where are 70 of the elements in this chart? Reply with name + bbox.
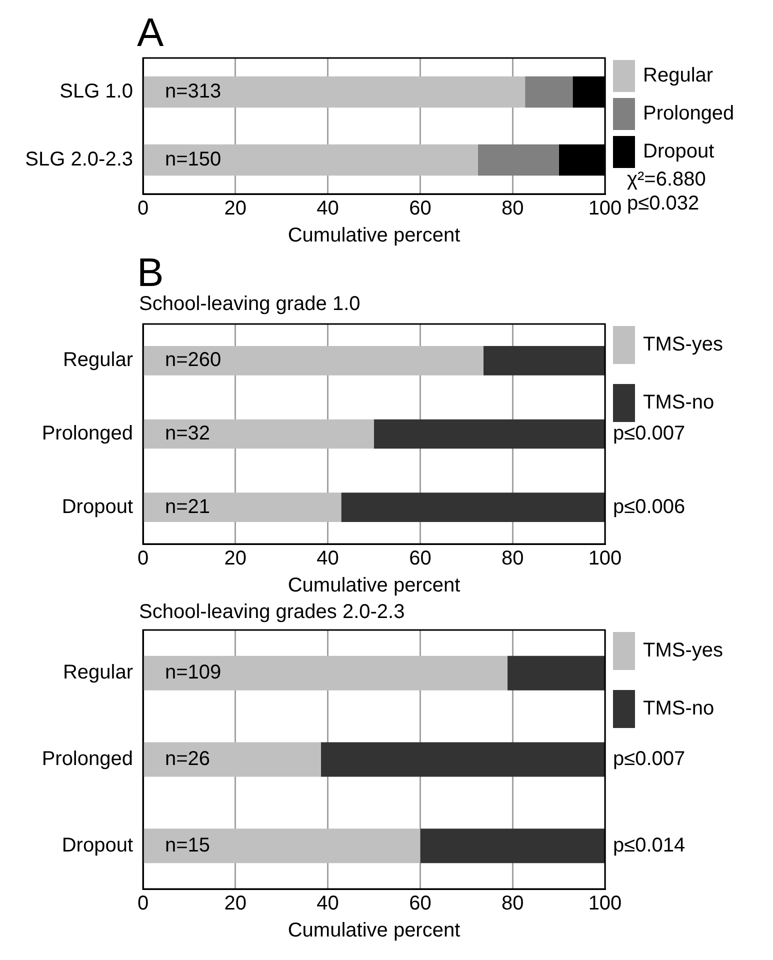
- x-tick-label: 20: [224, 198, 247, 220]
- x-tick-label: 40: [316, 548, 339, 570]
- text: p≤0.007: [613, 422, 686, 445]
- x-tick-label: 60: [409, 548, 432, 570]
- x-tick-label: 60: [409, 892, 432, 915]
- x-tick-label: 20: [224, 892, 247, 915]
- annotation: n=32: [165, 422, 210, 445]
- legend-label: TMS-yes: [643, 640, 723, 662]
- x-tick-label: 40: [316, 892, 339, 915]
- bar: [525, 76, 573, 108]
- annotation: n=260: [165, 349, 222, 372]
- annotation: n=313: [165, 80, 222, 103]
- text: χ²=6.880: [627, 168, 706, 191]
- y-tick-label: Regular: [62, 349, 134, 372]
- bar: [483, 346, 605, 376]
- x-axis-title: Cumulative percent: [288, 224, 461, 247]
- y-tick-label: Prolonged: [42, 748, 133, 770]
- x-tick-label: 20: [224, 548, 247, 570]
- chart-subtitle: School-leaving grades 2.0-2.3: [139, 601, 405, 623]
- x-tick-label: 80: [501, 548, 524, 570]
- chart-subtitle: School-leaving grade 1.0: [139, 293, 360, 315]
- bar: [144, 828, 420, 864]
- bar: [320, 742, 605, 777]
- text: p≤0.007: [613, 748, 686, 770]
- text: p≤0.032: [627, 192, 700, 215]
- chart-title: A: [137, 11, 164, 55]
- bar: [508, 656, 605, 690]
- text: p≤0.006: [613, 496, 686, 518]
- bar: [374, 419, 605, 449]
- x-tick-label: 60: [409, 198, 432, 220]
- bar: [144, 144, 478, 176]
- x-tick-label: 100: [588, 548, 622, 570]
- annotation: n=150: [165, 148, 222, 171]
- y-tick-label: Dropout: [62, 496, 134, 518]
- y-tick-label: Prolonged: [42, 422, 133, 445]
- bar: [144, 656, 508, 690]
- chart-title: B: [137, 251, 164, 295]
- bar: [144, 492, 342, 522]
- bar: [420, 828, 605, 864]
- x-tick-label: 40: [316, 198, 339, 220]
- legend-label: Regular: [643, 64, 714, 87]
- legend-label: TMS-no: [643, 698, 714, 720]
- bar: [144, 419, 374, 449]
- legend-label: TMS-no: [643, 392, 714, 414]
- x-tick-label: 100: [588, 198, 622, 220]
- legend-label: Prolonged: [643, 102, 734, 125]
- legend-label: Dropout: [643, 140, 715, 163]
- bar: [144, 76, 526, 108]
- x-tick-label: 0: [137, 892, 149, 915]
- legend-label: TMS-yes: [643, 334, 723, 356]
- annotation: n=26: [165, 748, 210, 770]
- bar: [144, 742, 321, 777]
- x-tick-label: 80: [501, 892, 524, 915]
- x-tick-label: 100: [588, 892, 622, 915]
- annotation: n=109: [165, 662, 222, 684]
- text: p≤0.014: [613, 834, 686, 856]
- x-tick-label: 0: [137, 548, 149, 570]
- x-tick-label: 80: [501, 198, 524, 220]
- y-tick-label: Dropout: [62, 834, 134, 856]
- bar: [144, 346, 484, 376]
- annotation: n=15: [165, 834, 210, 856]
- x-axis-title: Cumulative percent: [288, 574, 461, 597]
- y-tick-label: Regular: [62, 662, 134, 684]
- y-tick-label: SLG 1.0: [60, 80, 133, 103]
- annotation: n=21: [165, 496, 210, 518]
- bar: [341, 492, 605, 522]
- x-tick-label: 0: [137, 198, 149, 220]
- bar: [478, 144, 559, 176]
- y-tick-label: SLG 2.0-2.3: [25, 148, 133, 171]
- x-axis-title: Cumulative percent: [288, 920, 461, 942]
